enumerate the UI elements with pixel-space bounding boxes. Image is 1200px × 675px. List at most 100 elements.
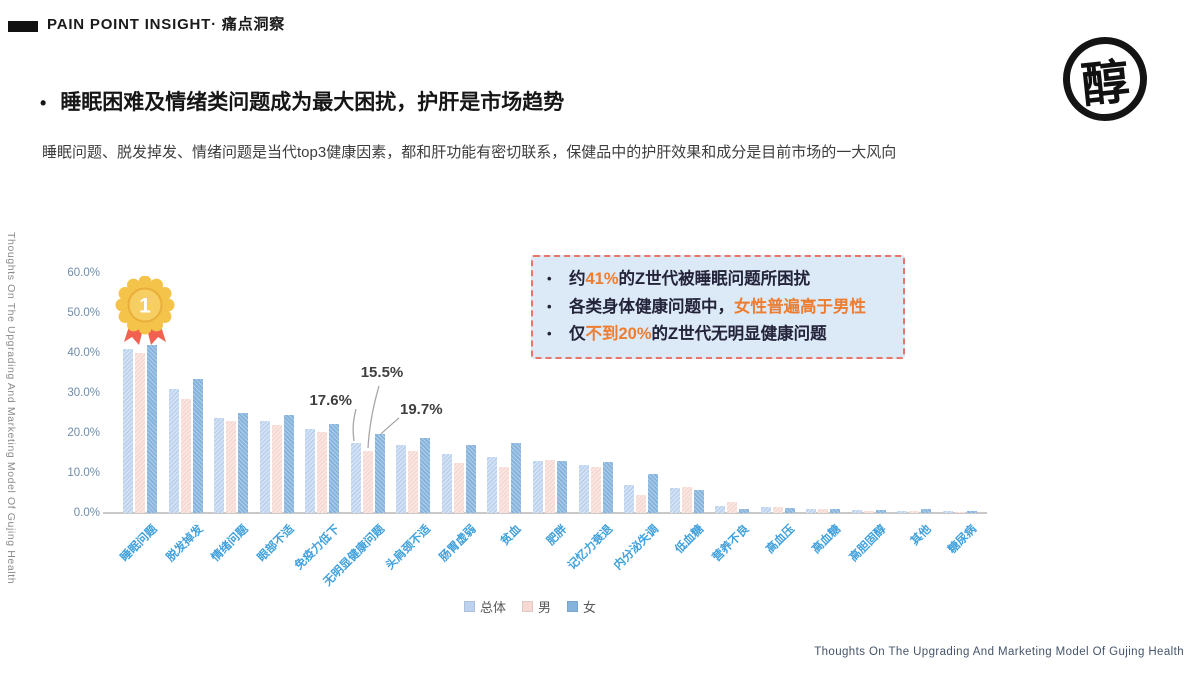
bar-女-低血糖 xyxy=(693,489,704,513)
bar-总体-高血压 xyxy=(760,507,771,513)
bar-女-情绪问题 xyxy=(238,413,249,513)
bar-女-脱发掉发 xyxy=(192,379,203,513)
data-label-annotation: 15.5% xyxy=(360,364,404,381)
bar-总体-贫血 xyxy=(487,457,498,513)
bar-女-高胆固醇 xyxy=(875,510,886,513)
section-kicker: PAIN POINT INSIGHT· 痛点洞察 xyxy=(47,16,286,33)
bar-总体-肥胖 xyxy=(532,461,543,513)
bar-男-无明显健康问题 xyxy=(362,451,373,513)
bar-男-肠胃虚弱 xyxy=(453,463,464,513)
bar-女-记忆力衰退 xyxy=(602,461,613,513)
legend-swatch xyxy=(521,601,533,612)
y-axis-tick-label: 50.0% xyxy=(67,307,100,319)
side-credit-text: Thoughts On The Upgrading And Marketing … xyxy=(5,232,17,585)
x-axis-label: 肠胃虚弱 xyxy=(437,523,479,565)
bar-女-内分泌失调 xyxy=(648,474,659,513)
footer-credit-text: Thoughts On The Upgrading And Marketing … xyxy=(814,646,1184,658)
bar-总体-免疫力低下 xyxy=(305,429,316,513)
bar-男-低血糖 xyxy=(681,486,692,513)
x-axis-label: 情绪问题 xyxy=(209,523,251,565)
page-title-text: 睡眠困难及情绪类问题成为最大困扰，护肝是市场趋势 xyxy=(60,91,565,114)
x-axis-label: 肥胖 xyxy=(544,523,570,548)
bar-总体-糖尿病 xyxy=(942,511,953,513)
bar-男-高血压 xyxy=(772,507,783,513)
bar-男-其他 xyxy=(909,511,920,513)
bar-女-睡眠问题 xyxy=(147,345,157,513)
bar-男-头肩颈不适 xyxy=(408,451,419,513)
medal-rank-number: 1 xyxy=(139,295,151,318)
bar-女-高血压 xyxy=(784,507,795,513)
y-axis-tick-label: 60.0% xyxy=(67,267,100,279)
bar-男-贫血 xyxy=(499,467,510,513)
x-axis-label: 头肩颈不适 xyxy=(383,523,433,573)
bullet-dot-icon: • xyxy=(547,325,552,341)
page-title: • 睡眠困难及情绪类问题成为最大困扰，护肝是市场趋势 xyxy=(40,86,564,116)
y-axis-tick-label: 30.0% xyxy=(67,387,100,399)
bar-女-眼部不适 xyxy=(283,415,294,513)
bar-总体-内分泌失调 xyxy=(624,485,635,513)
bullet-dot-icon: • xyxy=(547,271,552,287)
data-label-annotation: 19.7% xyxy=(400,401,443,418)
legend-item-男: 男 xyxy=(521,597,551,616)
chart-legend: 总体 男 女 xyxy=(360,597,700,616)
legend-label: 女 xyxy=(583,600,597,615)
bar-男-眼部不适 xyxy=(271,425,282,513)
rank-1-medal-icon: 1 xyxy=(115,276,175,345)
title-bullet: • xyxy=(40,93,47,113)
x-axis-label: 睡眠问题 xyxy=(118,523,160,565)
bar-男-糖尿病 xyxy=(954,511,965,513)
x-axis-label: 高血糖 xyxy=(809,523,843,557)
legend-swatch xyxy=(567,601,578,612)
x-axis-label: 糖尿病 xyxy=(946,523,980,557)
bar-总体-无明显健康问题 xyxy=(350,442,361,513)
x-axis-label: 贫血 xyxy=(499,523,525,548)
x-axis-label: 眼部不适 xyxy=(255,523,297,565)
bar-总体-低血糖 xyxy=(669,488,680,513)
bar-男-睡眠问题 xyxy=(135,353,145,513)
bar-总体-睡眠问题 xyxy=(123,349,133,513)
bar-女-肥胖 xyxy=(556,461,567,513)
x-axis-label: 高血压 xyxy=(764,523,798,557)
bar-女-肠胃虚弱 xyxy=(465,445,476,513)
callout-bullet-text: 仅不到20%的Z世代无明显健康问题 xyxy=(569,324,827,343)
bar-总体-营养不良 xyxy=(715,505,726,513)
x-axis-label: 营养不良 xyxy=(710,523,752,565)
bar-总体-头肩颈不适 xyxy=(396,445,407,513)
x-axis-label: 其他 xyxy=(909,523,934,548)
data-label-annotation: 17.6% xyxy=(309,392,352,409)
y-axis-tick-label: 40.0% xyxy=(67,347,100,359)
seal-character: 醇 xyxy=(1078,53,1133,115)
legend-label: 男 xyxy=(537,600,551,615)
bar-女-糖尿病 xyxy=(966,511,977,513)
bar-男-记忆力衰退 xyxy=(590,467,601,513)
page-subtitle: 睡眠问题、脱发掉发、情绪问题是当代top3健康因素，都和肝功能有密切联系，保健品… xyxy=(42,144,897,161)
bar-总体-高胆固醇 xyxy=(851,510,862,513)
y-axis-tick-label: 0.0% xyxy=(73,507,100,519)
legend-item-女: 女 xyxy=(567,597,596,616)
callout-bullet: • 约41%的Z世代被睡眠问题所困扰 xyxy=(547,270,889,289)
brand-seal-logo: 醇 xyxy=(1058,32,1152,126)
callout-bullet-text: 各类身体健康问题中，女性普遍高于男性 xyxy=(569,297,866,316)
bar-总体-其他 xyxy=(897,510,908,513)
y-axis-tick-label: 10.0% xyxy=(67,467,100,479)
bar-男-高血糖 xyxy=(818,509,829,513)
bar-总体-眼部不适 xyxy=(259,421,270,513)
bar-女-其他 xyxy=(921,509,932,513)
bar-总体-情绪问题 xyxy=(214,418,225,513)
bar-总体-高血糖 xyxy=(806,509,817,513)
bar-男-免疫力低下 xyxy=(317,431,328,513)
bar-总体-记忆力衰退 xyxy=(578,464,589,513)
bullet-dot-icon: • xyxy=(547,298,552,314)
bar-女-头肩颈不适 xyxy=(420,438,431,513)
x-axis-label: 记忆力衰退 xyxy=(565,523,616,573)
bar-女-贫血 xyxy=(511,443,522,513)
bar-总体-脱发掉发 xyxy=(168,389,179,513)
bar-男-营养不良 xyxy=(727,501,738,513)
insight-callout-box: • 约41%的Z世代被睡眠问题所困扰 • 各类身体健康问题中，女性普遍高于男性 • 仅不到… xyxy=(531,255,905,359)
legend-swatch xyxy=(463,601,475,612)
callout-bullet: • 仅不到20%的Z世代无明显健康问题 xyxy=(547,325,889,344)
bar-男-情绪问题 xyxy=(226,421,237,513)
callout-bullet: • 各类身体健康问题中，女性普遍高于男性 xyxy=(547,298,889,317)
x-axis-label: 高胆固醇 xyxy=(847,523,889,565)
